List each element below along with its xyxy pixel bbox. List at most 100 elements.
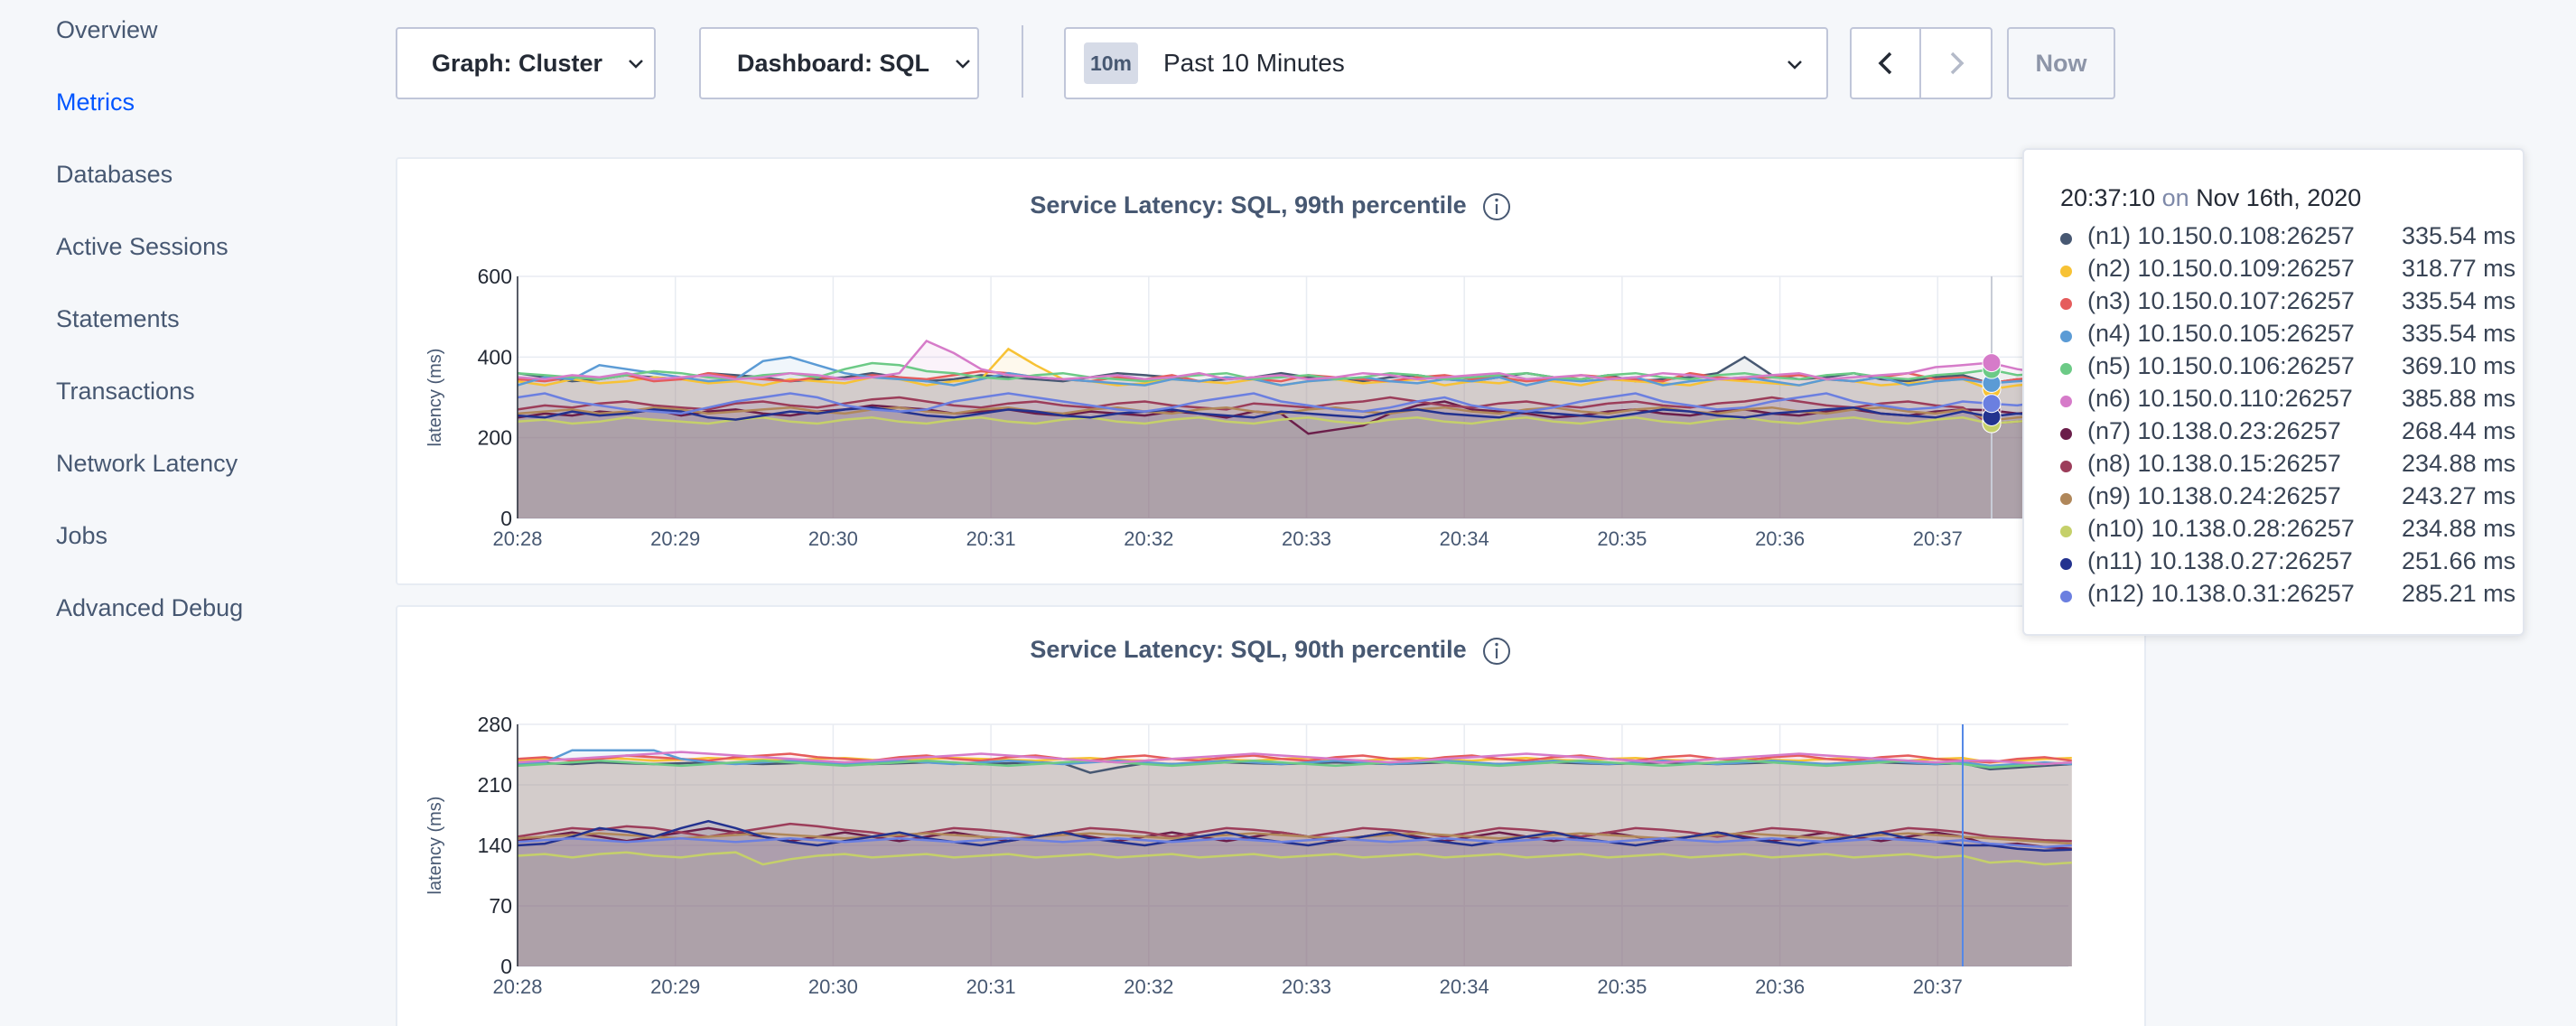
- series-area: [518, 762, 2072, 966]
- graph-dropdown[interactable]: Graph: Cluster: [396, 27, 656, 99]
- tooltip-node-name: (n1) 10.150.0.108:26257: [2087, 222, 2355, 249]
- series-line-n8: [517, 822, 2072, 843]
- series-area: [518, 397, 2072, 518]
- tooltip-node-value: 369.10 ms: [2402, 352, 2516, 379]
- dashboard-dropdown[interactable]: Dashboard: SQL: [699, 27, 979, 99]
- series-area: [518, 401, 2072, 518]
- chart-p90[interactable]: 0 70 140 210 280 20:28 20:29 20:30 20:31 20:32 20:…: [397, 607, 2148, 1026]
- graph-dropdown-label: Graph: Cluster: [432, 49, 603, 77]
- series-dot-icon: [2060, 493, 2072, 505]
- sidebar-item-advanced-debug[interactable]: Advanced Debug: [56, 594, 244, 621]
- sidebar-item-metrics[interactable]: Metrics: [56, 89, 135, 116]
- x-tick-label: 20:37: [1913, 975, 1963, 998]
- chart-p99[interactable]: 0 200 400 600 20:28 20:29 20:30 20:31 20:32 20:33…: [397, 159, 2148, 587]
- tooltip-node-value: 268.44 ms: [2402, 417, 2516, 444]
- tooltip-time: 20:37:10: [2060, 184, 2156, 211]
- next-time-button[interactable]: [1921, 29, 1991, 98]
- info-icon[interactable]: [1481, 191, 1512, 222]
- sidebar: Overview Metrics Databases Active Sessio…: [0, 0, 361, 1026]
- now-button[interactable]: Now: [2007, 27, 2115, 99]
- sidebar-item-jobs[interactable]: Jobs: [56, 522, 108, 549]
- x-tick-label: 20:32: [1124, 975, 1173, 998]
- x-tick-label: 20:33: [1282, 527, 1331, 550]
- time-range-dropdown[interactable]: 10m Past 10 Minutes: [1064, 27, 1828, 99]
- sidebar-item-statements[interactable]: Statements: [56, 305, 180, 332]
- series-area: [518, 407, 2072, 518]
- tooltip-row: (n3) 10.150.0.107:26257 335.54 ms: [2060, 287, 2515, 320]
- series-line-n5: [517, 759, 2072, 770]
- x-tick-label: 20:31: [966, 527, 1016, 550]
- tooltip-node-name: (n10) 10.138.0.28:26257: [2087, 515, 2355, 542]
- sidebar-item-transactions[interactable]: Transactions: [56, 378, 195, 405]
- series-area: [518, 838, 2072, 966]
- series-area: [518, 407, 2072, 518]
- sidebar-item-overview[interactable]: Overview: [56, 16, 158, 43]
- tooltip-date: Nov 16th, 2020: [2196, 184, 2362, 211]
- tooltip-row: (n5) 10.150.0.106:26257 369.10 ms: [2060, 352, 2516, 385]
- x-tick-label: 20:30: [808, 527, 858, 550]
- dashboard-dropdown-label: Dashboard: SQL: [737, 49, 930, 77]
- tooltip-node-value: 385.88 ms: [2402, 385, 2516, 412]
- tooltip-node-name: (n3) 10.150.0.107:26257: [2087, 287, 2355, 314]
- series-dot-icon: [2060, 233, 2072, 245]
- hover-point: [1982, 394, 2002, 414]
- y-tick-label: 70: [489, 894, 512, 918]
- chart-title: Service Latency: SQL, 99th percentile: [397, 191, 2144, 222]
- series-dot-icon: [2060, 558, 2072, 570]
- series-area: [518, 753, 2072, 966]
- x-tick-label: 20:34: [1440, 975, 1489, 998]
- tooltip-row: (n10) 10.138.0.28:26257 234.88 ms: [2060, 515, 2515, 547]
- x-tick-label: 20:33: [1282, 975, 1331, 998]
- sidebar-item-active-sessions[interactable]: Active Sessions: [56, 233, 229, 260]
- series-dot-icon: [2060, 428, 2072, 440]
- y-axis-label: latency (ms): [425, 797, 445, 895]
- sidebar-item-databases[interactable]: Databases: [56, 161, 173, 188]
- series-dot-icon: [2060, 461, 2072, 472]
- hover-tooltip: 20:37:10 on Nov 16th, 2020 (n1) 10.150.0…: [2022, 148, 2525, 636]
- time-range-badge: 10m: [1084, 42, 1138, 84]
- tooltip-row: (n9) 10.138.0.24:26257 243.27 ms: [2060, 482, 2516, 515]
- series-area: [518, 758, 2072, 966]
- tooltip-row: (n11) 10.138.0.27:26257 251.66 ms: [2060, 547, 2515, 580]
- y-tick-label: 210: [478, 773, 512, 797]
- y-tick-label: 0: [500, 507, 512, 530]
- y-tick-label: 0: [500, 955, 512, 978]
- y-tick-label: 200: [478, 426, 512, 450]
- time-nav-group: [1850, 27, 1993, 99]
- series-area: [518, 827, 2072, 966]
- tooltip-node-value: 335.54 ms: [2402, 222, 2516, 249]
- chevron-right-icon: [1950, 51, 1964, 75]
- y-tick-label: 280: [478, 713, 512, 736]
- tooltip-node-value: 243.27 ms: [2402, 482, 2516, 509]
- hover-point: [1982, 353, 2002, 373]
- x-tick-label: 20:37: [1913, 527, 1963, 550]
- series-line-n8: [517, 396, 2072, 425]
- x-tick-label: 20:36: [1755, 975, 1805, 998]
- tooltip-node-value: 318.77 ms: [2402, 255, 2516, 282]
- tooltip-row: (n4) 10.150.0.105:26257 335.54 ms: [2060, 320, 2515, 352]
- tooltip-row: (n12) 10.138.0.31:26257 285.21 ms: [2060, 580, 2515, 612]
- series-line-n10: [517, 851, 2072, 866]
- tooltip-row: (n8) 10.138.0.15:26257 234.88 ms: [2060, 450, 2516, 482]
- series-dot-icon: [2060, 363, 2072, 375]
- tooltip-node-name: (n5) 10.150.0.106:26257: [2087, 352, 2355, 379]
- tooltip-node-value: 234.88 ms: [2402, 450, 2516, 477]
- series-dot-icon: [2060, 298, 2072, 310]
- tooltip-on: on: [2161, 184, 2189, 211]
- series-area: [518, 852, 2072, 966]
- toolbar-divider: [1022, 25, 1023, 98]
- info-icon[interactable]: [1481, 636, 1512, 667]
- sidebar-item-network-latency[interactable]: Network Latency: [56, 450, 238, 477]
- series-area: [518, 417, 2072, 518]
- tooltip-node-name: (n4) 10.150.0.105:26257: [2087, 320, 2355, 347]
- x-tick-label: 20:31: [966, 975, 1016, 998]
- y-tick-label: 400: [478, 345, 512, 368]
- tooltip-row: (n6) 10.150.0.110:26257 385.88 ms: [2060, 385, 2516, 417]
- series-area: [518, 833, 2072, 966]
- x-tick-label: 20:32: [1124, 527, 1173, 550]
- y-tick-label: 600: [478, 265, 512, 288]
- x-tick-label: 20:34: [1440, 527, 1489, 550]
- series-line-n12: [517, 392, 2072, 415]
- series-dot-icon: [2060, 331, 2072, 342]
- previous-time-button[interactable]: [1852, 29, 1922, 98]
